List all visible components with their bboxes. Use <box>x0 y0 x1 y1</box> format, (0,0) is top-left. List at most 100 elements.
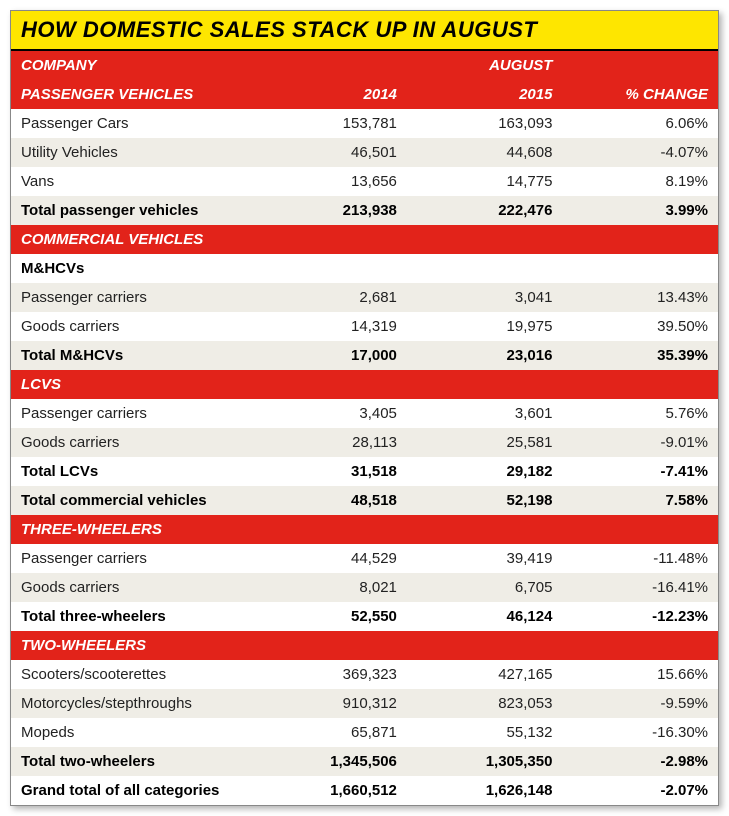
section-tw2: TWO-WHEELERS <box>11 631 251 660</box>
total-row: Total commercial vehicles 48,518 52,198 … <box>11 486 718 515</box>
cell-label: Scooters/scooterettes <box>11 660 251 689</box>
cell-2014: 369,323 <box>251 660 407 689</box>
cell-label: Total LCVs <box>11 457 251 486</box>
cell-2015: 427,165 <box>407 660 563 689</box>
section-header-cv: COMMERCIAL VEHICLES <box>11 225 718 254</box>
cell-label: Mopeds <box>11 718 251 747</box>
cell-2014: 14,319 <box>251 312 407 341</box>
section-header-tw2: TWO-WHEELERS <box>11 631 718 660</box>
cell-2015: 3,601 <box>407 399 563 428</box>
cell-pct: 7.58% <box>562 486 718 515</box>
col-blank <box>562 51 718 80</box>
col-period-label: AUGUST <box>407 51 563 80</box>
cell-2014: 28,113 <box>251 428 407 457</box>
cell-2014: 65,871 <box>251 718 407 747</box>
cell-pct: 5.76% <box>562 399 718 428</box>
cell-pct: -2.07% <box>562 776 718 805</box>
cell-2015: 19,975 <box>407 312 563 341</box>
cell-2014: 52,550 <box>251 602 407 631</box>
cell-2015: 1,626,148 <box>407 776 563 805</box>
table-row: Motorcycles/stepthroughs 910,312 823,053… <box>11 689 718 718</box>
cell-pct: -11.48% <box>562 544 718 573</box>
cell-2015: 39,419 <box>407 544 563 573</box>
cell-pct: 3.99% <box>562 196 718 225</box>
cell-label: Utility Vehicles <box>11 138 251 167</box>
cell-pct: -7.41% <box>562 457 718 486</box>
table-row: Scooters/scooterettes 369,323 427,165 15… <box>11 660 718 689</box>
cell-2015: 23,016 <box>407 341 563 370</box>
cell-2014: 3,405 <box>251 399 407 428</box>
table-row: Goods carriers 14,319 19,975 39.50% <box>11 312 718 341</box>
section-cv: COMMERCIAL VEHICLES <box>11 225 251 254</box>
cell-label: Goods carriers <box>11 428 251 457</box>
grand-total-row: Grand total of all categories 1,660,512 … <box>11 776 718 805</box>
cell-label: Passenger carriers <box>11 544 251 573</box>
cell-label: Grand total of all categories <box>11 776 251 805</box>
cell-2014: 48,518 <box>251 486 407 515</box>
cell-pct: -2.98% <box>562 747 718 776</box>
table-title: HOW DOMESTIC SALES STACK UP IN AUGUST <box>21 17 708 43</box>
cell-2014: 17,000 <box>251 341 407 370</box>
cell-2014: 13,656 <box>251 167 407 196</box>
cell-2015: 46,124 <box>407 602 563 631</box>
cell-2015: 823,053 <box>407 689 563 718</box>
cell-pct: 13.43% <box>562 283 718 312</box>
cell-label: Total two-wheelers <box>11 747 251 776</box>
cell-pct: 6.06% <box>562 109 718 138</box>
cell-2015: 52,198 <box>407 486 563 515</box>
cell-2015: 3,041 <box>407 283 563 312</box>
table-row: Goods carriers 28,113 25,581 -9.01% <box>11 428 718 457</box>
cell-2014: 44,529 <box>251 544 407 573</box>
cell-pct: -16.41% <box>562 573 718 602</box>
total-row: Total two-wheelers 1,345,506 1,305,350 -… <box>11 747 718 776</box>
cell-pct: 39.50% <box>562 312 718 341</box>
cell-label: Passenger Cars <box>11 109 251 138</box>
sales-table: COMPANY AUGUST PASSENGER VEHICLES 2014 2… <box>11 51 718 805</box>
cell-pct: 35.39% <box>562 341 718 370</box>
header-row-pv: PASSENGER VEHICLES 2014 2015 % CHANGE <box>11 80 718 109</box>
cell-2015: 163,093 <box>407 109 563 138</box>
cell-2014: 46,501 <box>251 138 407 167</box>
col-2015: 2015 <box>407 80 563 109</box>
title-bar: HOW DOMESTIC SALES STACK UP IN AUGUST <box>11 11 718 51</box>
section-header-tw3: THREE-WHEELERS <box>11 515 718 544</box>
total-row: Total M&HCVs 17,000 23,016 35.39% <box>11 341 718 370</box>
cell-pct: -9.01% <box>562 428 718 457</box>
cell-label: Total passenger vehicles <box>11 196 251 225</box>
table-row: Passenger carriers 44,529 39,419 -11.48% <box>11 544 718 573</box>
table-row: Passenger carriers 2,681 3,041 13.43% <box>11 283 718 312</box>
cell-2015: 25,581 <box>407 428 563 457</box>
cell-2015: 55,132 <box>407 718 563 747</box>
table-row: Passenger Cars 153,781 163,093 6.06% <box>11 109 718 138</box>
cell-2015: 44,608 <box>407 138 563 167</box>
cell-2015: 29,182 <box>407 457 563 486</box>
section-pv: PASSENGER VEHICLES <box>11 80 251 109</box>
total-row: Total LCVs 31,518 29,182 -7.41% <box>11 457 718 486</box>
cell-2014: 213,938 <box>251 196 407 225</box>
table-row: Passenger carriers 3,405 3,601 5.76% <box>11 399 718 428</box>
col-pct: % CHANGE <box>562 80 718 109</box>
cell-label: Total commercial vehicles <box>11 486 251 515</box>
cell-2014: 910,312 <box>251 689 407 718</box>
table-row: Goods carriers 8,021 6,705 -16.41% <box>11 573 718 602</box>
col-period <box>251 51 407 80</box>
sales-table-container: HOW DOMESTIC SALES STACK UP IN AUGUST CO… <box>10 10 719 806</box>
cell-pct: -16.30% <box>562 718 718 747</box>
cell-2015: 222,476 <box>407 196 563 225</box>
cell-pct: -12.23% <box>562 602 718 631</box>
table-row: Utility Vehicles 46,501 44,608 -4.07% <box>11 138 718 167</box>
section-header-lcv: LCVS <box>11 370 718 399</box>
cell-label: Motorcycles/stepthroughs <box>11 689 251 718</box>
cell-label: Total M&HCVs <box>11 341 251 370</box>
cell-2014: 153,781 <box>251 109 407 138</box>
cell-2014: 1,660,512 <box>251 776 407 805</box>
cell-label: Goods carriers <box>11 312 251 341</box>
cell-2015: 14,775 <box>407 167 563 196</box>
cell-label: Passenger carriers <box>11 283 251 312</box>
header-row-1: COMPANY AUGUST <box>11 51 718 80</box>
col-2014: 2014 <box>251 80 407 109</box>
cell-label: Goods carriers <box>11 573 251 602</box>
cell-2015: 6,705 <box>407 573 563 602</box>
cell-2014: 31,518 <box>251 457 407 486</box>
cell-label: Vans <box>11 167 251 196</box>
